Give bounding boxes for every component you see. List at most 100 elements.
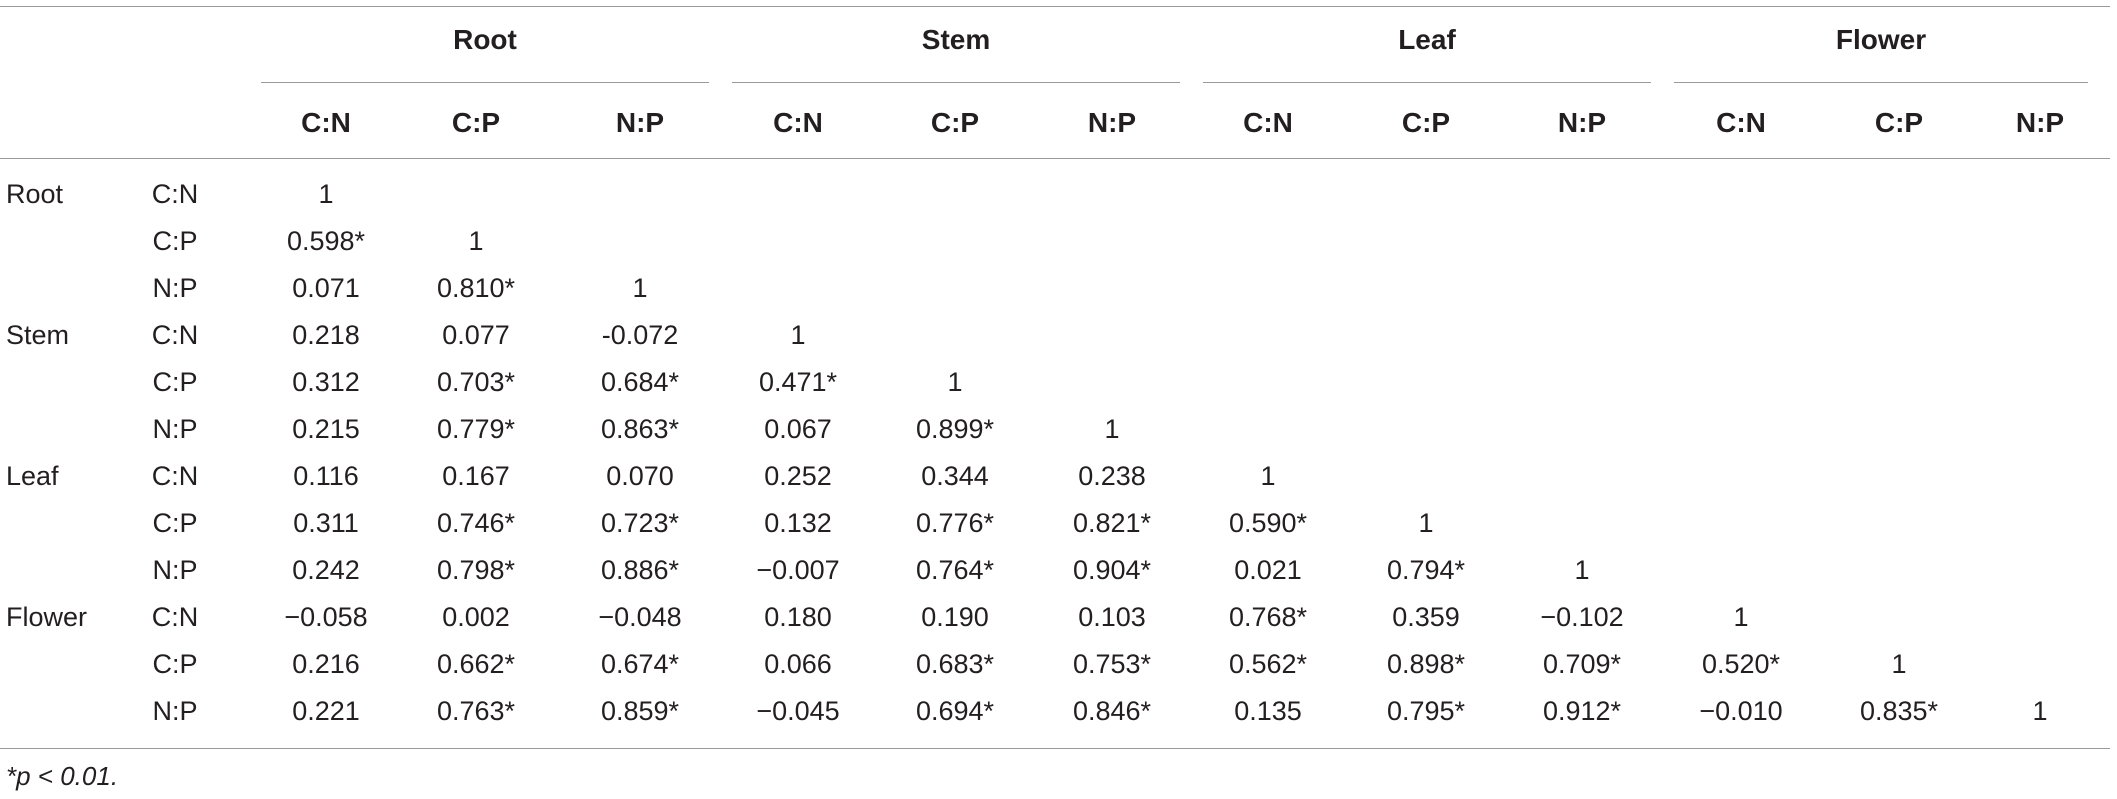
table-cell: 0.763* xyxy=(436,696,516,726)
column-header: C:P xyxy=(1874,107,1924,138)
row-organ-label: Leaf xyxy=(6,461,59,491)
table-cell: 0.132 xyxy=(764,508,832,538)
table-cell: 1 xyxy=(2032,696,2048,726)
row-ratio-label: N:P xyxy=(152,696,198,726)
table-cell: 0.218 xyxy=(292,320,360,350)
table-cell: 0.846* xyxy=(1072,696,1152,726)
row-ratio-label: C:N xyxy=(151,461,199,491)
table-cell: 0.077 xyxy=(442,320,510,350)
table-cell: 0.674* xyxy=(600,649,680,679)
table-cell: 1 xyxy=(632,273,648,303)
table-cell: 0.070 xyxy=(606,461,674,491)
table-cell: 1 xyxy=(1733,602,1749,632)
header-rule xyxy=(0,158,2110,159)
table-cell: 0.835* xyxy=(1859,696,1939,726)
table-cell: −0.010 xyxy=(1699,696,1783,726)
row-ratio-label: C:N xyxy=(151,320,199,350)
table-cell: 0.180 xyxy=(764,602,832,632)
table-cell: -0.072 xyxy=(601,320,679,350)
table-cell: 0.821* xyxy=(1072,508,1152,538)
group-header-leaf: Leaf xyxy=(1398,24,1456,55)
column-header: C:N xyxy=(773,107,823,138)
group-header-flower: Flower xyxy=(1835,24,1927,55)
table-cell: 0.067 xyxy=(764,414,832,444)
row-ratio-label: N:P xyxy=(152,273,198,303)
table-cell: 0.135 xyxy=(1234,696,1302,726)
row-ratio-label: C:N xyxy=(151,602,199,632)
table-cell: 0.252 xyxy=(764,461,832,491)
row-ratio-label: C:P xyxy=(152,367,198,397)
table-cell: 0.221 xyxy=(292,696,360,726)
row-ratio-label: C:P xyxy=(152,508,198,538)
table-cell: 0.703* xyxy=(436,367,516,397)
table-cell: 0.810* xyxy=(436,273,516,303)
row-organ-label: Root xyxy=(6,179,64,209)
table-cell: 0.723* xyxy=(600,508,680,538)
group-header-root: Root xyxy=(453,24,517,55)
table-cell: 0.912* xyxy=(1542,696,1622,726)
table-cell: −0.048 xyxy=(598,602,682,632)
table-cell: 1 xyxy=(1104,414,1120,444)
column-header: N:P xyxy=(1087,107,1137,138)
table-cell: 0.238 xyxy=(1078,461,1146,491)
table-cell: 1 xyxy=(1891,649,1907,679)
table-cell: 0.359 xyxy=(1392,602,1460,632)
row-organ-label: Flower xyxy=(6,602,88,632)
table-cell: 0.562* xyxy=(1228,649,1308,679)
column-header: C:P xyxy=(451,107,501,138)
table-cell: 0.779* xyxy=(436,414,516,444)
table-cell: 1 xyxy=(1260,461,1276,491)
bottom-rule xyxy=(0,748,2110,749)
table-cell: 0.312 xyxy=(292,367,360,397)
footnote: *p < 0.01. xyxy=(6,761,119,791)
table-cell: 0.684* xyxy=(600,367,680,397)
column-header: C:P xyxy=(1401,107,1451,138)
table-cell: 1 xyxy=(1574,555,1590,585)
row-ratio-label: C:P xyxy=(152,226,198,256)
table-cell: 0.311 xyxy=(293,508,359,538)
table-cell: 1 xyxy=(1418,508,1434,538)
column-header: N:P xyxy=(615,107,665,138)
table-cell: 0.216 xyxy=(292,649,360,679)
table-cell: −0.007 xyxy=(756,555,840,585)
group-underline xyxy=(1674,82,2088,83)
table-cell: 0.776* xyxy=(915,508,995,538)
table-cell: 0.103 xyxy=(1078,602,1146,632)
table-cell: 0.794* xyxy=(1386,555,1466,585)
table-cell: 0.066 xyxy=(764,649,832,679)
table-cell: 0.859* xyxy=(600,696,680,726)
column-header: N:P xyxy=(1557,107,1607,138)
table-cell: 0.683* xyxy=(915,649,995,679)
table-cell: 0.215 xyxy=(292,414,360,444)
row-organ-label: Stem xyxy=(6,320,70,350)
table-cell: 0.598* xyxy=(286,226,366,256)
table-cell: 0.116 xyxy=(293,461,359,491)
group-underline xyxy=(732,82,1180,83)
table-cell: 0.753* xyxy=(1072,649,1152,679)
table-cell: 0.694* xyxy=(915,696,995,726)
table-cell: 0.002 xyxy=(442,602,510,632)
top-rule xyxy=(0,6,2110,7)
table-cell: 0.190 xyxy=(921,602,989,632)
table-cell: 0.590* xyxy=(1228,508,1308,538)
table-cell: −0.045 xyxy=(756,696,840,726)
table-cell: 0.768* xyxy=(1228,602,1308,632)
row-ratio-label: C:P xyxy=(152,649,198,679)
column-header: N:P xyxy=(2015,107,2065,138)
column-header: C:N xyxy=(1716,107,1766,138)
table-cell: 0.904* xyxy=(1072,555,1152,585)
table-cell: 1 xyxy=(947,367,963,397)
table-cell: −0.058 xyxy=(284,602,368,632)
group-underline xyxy=(261,82,709,83)
table-cell: 0.344 xyxy=(921,461,989,491)
table-cell: 1 xyxy=(318,179,334,209)
table-cell: 0.167 xyxy=(442,461,510,491)
group-header-stem: Stem xyxy=(921,24,991,55)
table-cell: 0.795* xyxy=(1386,696,1466,726)
table-cell: 0.899* xyxy=(915,414,995,444)
table-cell: −0.102 xyxy=(1540,602,1624,632)
table-cell: 0.709* xyxy=(1542,649,1622,679)
row-ratio-label: N:P xyxy=(152,414,198,444)
row-ratio-label: N:P xyxy=(152,555,198,585)
table-cell: 0.898* xyxy=(1386,649,1466,679)
